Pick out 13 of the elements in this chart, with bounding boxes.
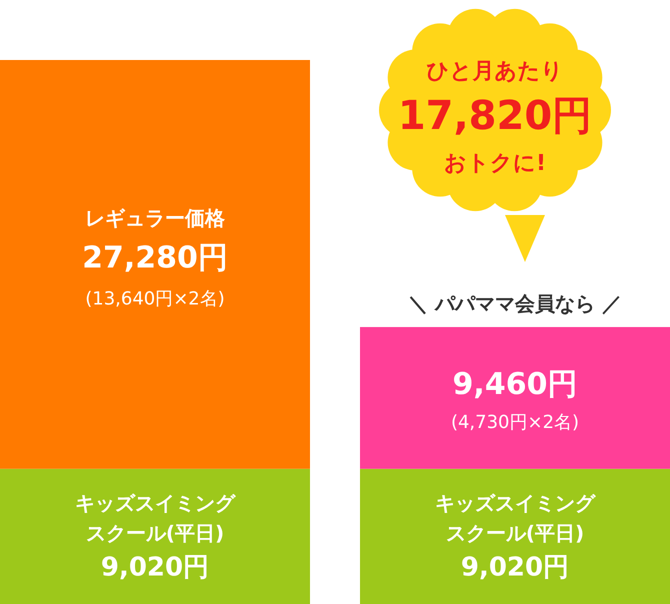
- annotation: 17,820円: [398, 92, 592, 139]
- data-label: 9,020円: [460, 552, 570, 583]
- series-label: キッズスイミングスクール(平日): [75, 490, 236, 545]
- data-label: 9,460円: [452, 367, 578, 402]
- annotation: (13,640円×2名): [85, 288, 225, 310]
- annotation: ＼ パパママ会員なら ／: [408, 292, 622, 316]
- annotation: レギュラー価格: [85, 206, 226, 230]
- annotation: (4,730円×2名): [450, 412, 580, 433]
- data-label: 9,020円: [100, 552, 210, 583]
- annotation: ひと月あたり: [426, 59, 564, 84]
- annotation: おトクに!: [444, 151, 546, 176]
- data-label: 27,280円: [82, 240, 228, 276]
- text: キッズスイミングスクール(平日): [435, 490, 595, 545]
